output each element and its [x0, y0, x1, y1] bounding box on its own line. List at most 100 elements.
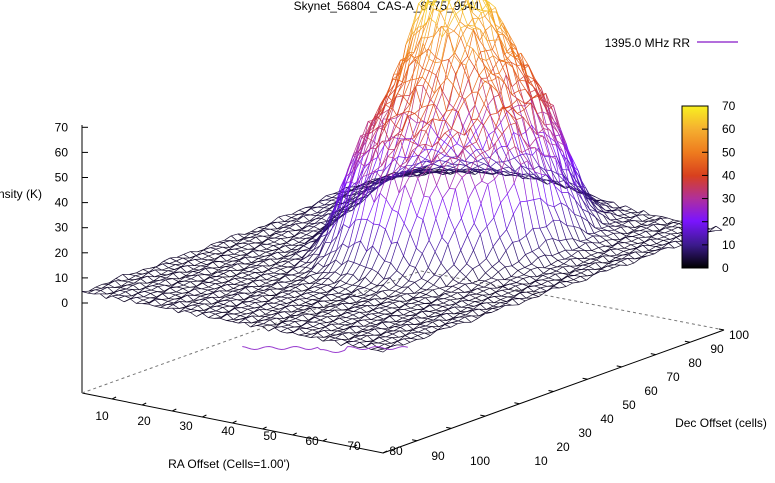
surface-mesh-line [438, 155, 446, 161]
surface-mesh-line [492, 73, 500, 75]
surface-mesh-line [224, 294, 232, 298]
surface-mesh-line [230, 263, 239, 268]
surface-mesh-line [256, 261, 264, 266]
surface-mesh-line [448, 0, 456, 16]
surface-mesh-line [309, 280, 317, 285]
surface-mesh-line [376, 113, 383, 134]
surface-mesh-line [485, 169, 492, 173]
surface-mesh-line [265, 282, 272, 286]
surface-mesh-line [523, 269, 531, 276]
surface-mesh-line [487, 296, 495, 299]
surface-mesh-line [422, 18, 431, 44]
surface-mesh-line [307, 225, 315, 228]
surface-mesh-line [320, 319, 327, 324]
surface-mesh-line [361, 189, 369, 194]
surface-mesh-line [495, 7, 503, 26]
surface-mesh-line [574, 275, 581, 277]
surface-mesh-line [550, 268, 557, 272]
surface-mesh-line [504, 47, 511, 55]
surface-mesh-line [468, 157, 477, 172]
surface-mesh-line [419, 168, 427, 171]
surface-mesh-line [176, 284, 184, 288]
surface-mesh-line [419, 294, 427, 298]
surface-mesh-line [394, 292, 402, 297]
surface-mesh-line [184, 310, 191, 313]
surface-mesh-line [191, 309, 198, 311]
surface-mesh-line [467, 56, 475, 68]
surface-mesh-line [322, 209, 330, 217]
surface-mesh-line [278, 306, 286, 313]
surface-mesh-line [304, 268, 312, 274]
surface-mesh-line [361, 301, 369, 306]
surface-mesh-line [291, 217, 298, 220]
surface-mesh-line [457, 292, 464, 298]
surface-mesh-line [252, 256, 259, 259]
surface-mesh-line [462, 125, 471, 142]
surface-mesh-line [183, 284, 190, 288]
surface-mesh-line [344, 324, 351, 327]
surface-mesh-line [323, 252, 331, 268]
surface-mesh-line [488, 1, 496, 8]
surface-mesh-line [402, 265, 410, 276]
surface-mesh-line [425, 158, 433, 163]
surface-mesh-line [357, 319, 365, 322]
surface-mesh-line [611, 209, 619, 211]
surface-mesh-line [566, 225, 574, 239]
surface-mesh-line [148, 272, 155, 278]
surface-mesh-line [520, 286, 528, 293]
surface-mesh-line [313, 229, 321, 232]
surface-mesh-line [540, 180, 548, 185]
surface-mesh-line [587, 233, 594, 237]
surface-mesh-line [405, 164, 413, 167]
surface-mesh-line [547, 204, 555, 208]
surface-mesh-line [512, 67, 520, 91]
surface-mesh-line [231, 233, 238, 237]
surface-mesh-line [284, 220, 291, 222]
surface-mesh-line [278, 245, 286, 250]
surface-mesh-line [561, 274, 569, 280]
surface-mesh-line [274, 237, 281, 239]
surface-mesh-line [196, 249, 204, 256]
surface-mesh-line [330, 249, 337, 253]
surface-mesh-line [411, 27, 419, 35]
surface-mesh-line [518, 89, 526, 92]
surface-mesh-line [319, 292, 327, 296]
surface-mesh-line [445, 290, 452, 293]
surface-mesh-line [292, 300, 300, 306]
surface-mesh-line [352, 280, 360, 286]
surface-mesh-line [313, 321, 320, 324]
surface-mesh-line [398, 167, 407, 194]
surface-mesh-line [447, 166, 454, 170]
surface-mesh-line [179, 301, 187, 307]
surface-mesh-line [452, 285, 459, 289]
surface-mesh-line [500, 112, 508, 123]
surface-mesh-line [334, 314, 341, 317]
surface-mesh-line [544, 123, 552, 126]
surface-mesh-line [269, 231, 277, 237]
surface-mesh-line [648, 215, 656, 219]
surface-mesh-line [219, 260, 227, 262]
surface-mesh-line [282, 290, 290, 293]
surface-mesh-line [466, 308, 474, 313]
surface-mesh-line [370, 157, 378, 175]
surface-mesh-line [357, 186, 365, 190]
surface-mesh-line [181, 292, 189, 298]
surface-mesh-line [482, 134, 490, 150]
surface-mesh-line [270, 251, 278, 256]
surface-mesh-line [263, 323, 270, 326]
surface-mesh-line [106, 292, 114, 295]
surface-mesh-line [476, 141, 483, 153]
surface-mesh-line [574, 213, 582, 218]
surface-mesh-line [507, 290, 516, 294]
surface-mesh-line [531, 263, 538, 268]
surface-mesh-line [502, 106, 510, 114]
surface-mesh-line [488, 292, 496, 299]
surface-mesh-line [155, 266, 162, 271]
surface-mesh-line [557, 180, 565, 183]
surface-mesh-line [486, 172, 494, 175]
surface-mesh-line [176, 256, 183, 259]
surface-mesh-line [404, 172, 413, 186]
surface-mesh-line [492, 34, 499, 50]
surface-mesh-line [425, 294, 433, 298]
surface-mesh-line [160, 304, 168, 308]
